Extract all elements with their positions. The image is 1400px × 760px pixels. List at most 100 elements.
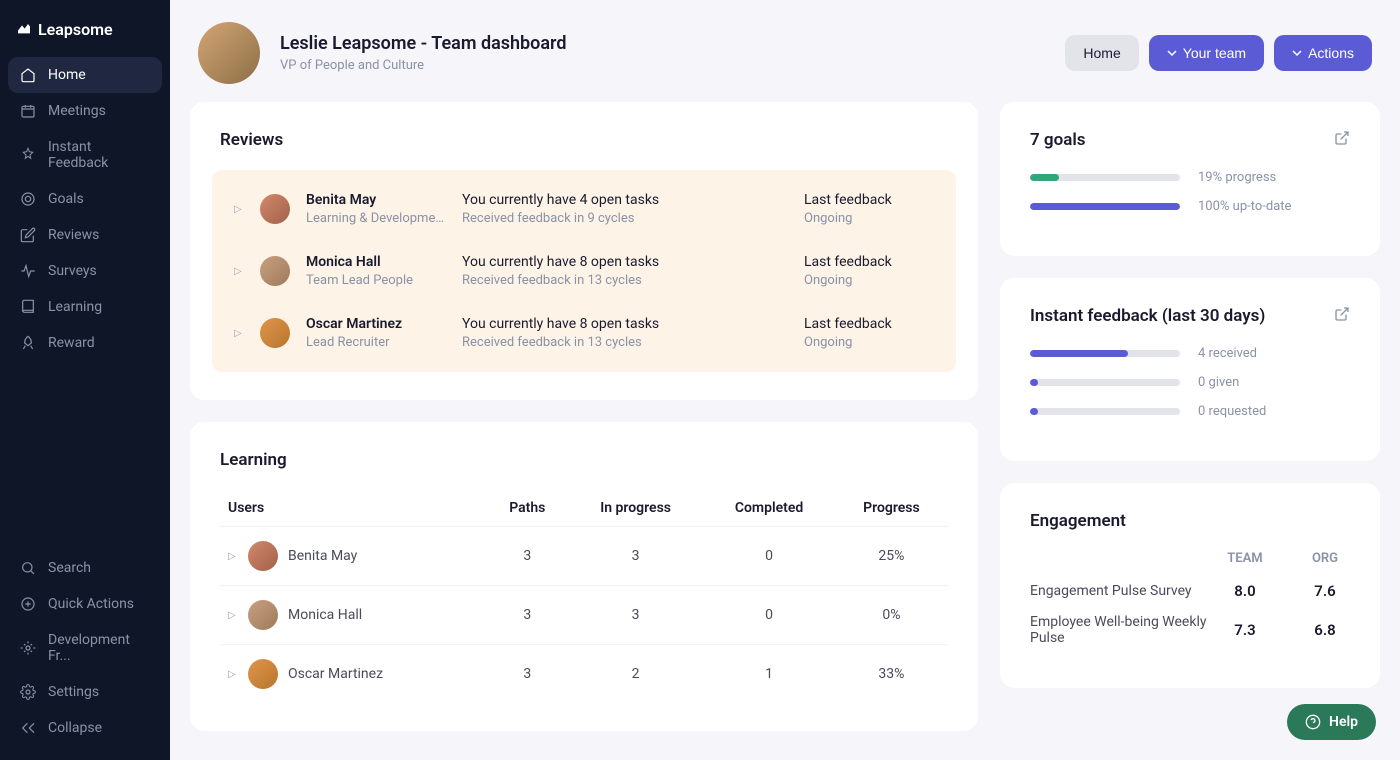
learning-col-completed: Completed: [703, 490, 835, 527]
engagement-card: Engagement TEAM ORG Engagement Pulse Sur…: [1000, 483, 1380, 688]
user-avatar: [260, 194, 290, 224]
sidebar: Leapsome Home Meetings Instant Feedback …: [0, 0, 170, 760]
framework-icon: [20, 640, 36, 656]
chevron-down-icon: [1167, 48, 1177, 58]
sidebar-item-search[interactable]: Search: [8, 550, 162, 586]
review-row[interactable]: ▷ Benita May Learning & Developmen... Yo…: [212, 178, 956, 240]
learning-col-paths: Paths: [487, 490, 568, 527]
chevron-right-icon: ▷: [228, 610, 238, 621]
learning-paths: 3: [487, 527, 568, 586]
progress-bar: [1030, 174, 1180, 181]
engagement-title: Engagement: [1030, 511, 1350, 531]
book-icon: [20, 299, 36, 315]
progress-label: 0 given: [1198, 375, 1239, 390]
sidebar-item-meetings[interactable]: Meetings: [8, 93, 162, 129]
feedback-card: Instant feedback (last 30 days) 4 receiv…: [1000, 278, 1380, 461]
engagement-team-value: 7.3: [1220, 621, 1270, 639]
learning-table: UsersPathsIn progressCompletedProgress ▷…: [220, 490, 948, 703]
sidebar-item-label: Search: [48, 560, 91, 576]
engagement-label: Engagement Pulse Survey: [1030, 583, 1220, 599]
review-name: Monica Hall: [306, 254, 446, 270]
external-link-icon[interactable]: [1334, 306, 1350, 326]
review-status-value: Ongoing: [804, 335, 934, 350]
sidebar-item-reviews[interactable]: Reviews: [8, 217, 162, 253]
learning-col-in-progress: In progress: [568, 490, 703, 527]
review-role: Learning & Developmen...: [306, 211, 446, 226]
nav-main: Home Meetings Instant Feedback Goals Rev…: [8, 57, 162, 550]
calendar-icon: [20, 103, 36, 119]
engagement-row: Engagement Pulse Survey 8.0 7.6: [1030, 582, 1350, 600]
help-button[interactable]: Help: [1287, 704, 1376, 740]
chevron-right-icon: ▷: [234, 328, 244, 339]
review-tasks: You currently have 4 open tasks: [462, 192, 788, 208]
progress-bar: [1030, 350, 1180, 357]
reviews-card: Reviews ▷ Benita May Learning & Developm…: [190, 102, 978, 400]
user-avatar: [248, 659, 278, 689]
user-avatar: [260, 318, 290, 348]
user-avatar: [260, 256, 290, 286]
sidebar-item-settings[interactable]: Settings: [8, 674, 162, 710]
chevron-right-icon: ▷: [228, 669, 238, 680]
learning-completed: 1: [703, 645, 835, 704]
home-button[interactable]: Home: [1065, 35, 1138, 71]
review-row[interactable]: ▷ Oscar Martinez Lead Recruiter You curr…: [212, 302, 956, 364]
rocket-icon: [20, 335, 36, 351]
external-link-icon[interactable]: [1334, 130, 1350, 150]
page-header: Leslie Leapsome - Team dashboard VP of P…: [170, 0, 1400, 102]
review-status-label: Last feedback: [804, 192, 934, 208]
reviews-list: ▷ Benita May Learning & Developmen... Yo…: [212, 170, 956, 372]
learning-row[interactable]: ▷Benita May 3 3 0 25%: [220, 527, 948, 586]
main-content: Leslie Leapsome - Team dashboard VP of P…: [170, 0, 1400, 760]
sidebar-item-label: Collapse: [48, 720, 102, 736]
progress-label: 100% up-to-date: [1198, 199, 1291, 214]
engagement-org-value: 7.6: [1300, 582, 1350, 600]
settings-icon: [20, 684, 36, 700]
progress-row: 0 requested: [1030, 404, 1350, 419]
engagement-col-org: ORG: [1300, 551, 1350, 566]
pulse-icon: [20, 263, 36, 279]
engagement-label: Employee Well-being Weekly Pulse: [1030, 614, 1220, 646]
engagement-org-value: 6.8: [1300, 621, 1350, 639]
engagement-col-team: TEAM: [1220, 551, 1270, 566]
review-name: Oscar Martinez: [306, 316, 446, 332]
sidebar-item-label: Settings: [48, 684, 99, 700]
learning-row[interactable]: ▷Oscar Martinez 3 2 1 33%: [220, 645, 948, 704]
reviews-title: Reviews: [220, 130, 948, 150]
sidebar-item-label: Goals: [48, 191, 84, 207]
review-row[interactable]: ▷ Monica Hall Team Lead People You curre…: [212, 240, 956, 302]
target-icon: [20, 191, 36, 207]
review-role: Lead Recruiter: [306, 335, 446, 350]
progress-row: 19% progress: [1030, 170, 1350, 185]
learning-row[interactable]: ▷Monica Hall 3 3 0 0%: [220, 586, 948, 645]
user-avatar: [248, 541, 278, 571]
sidebar-item-goals[interactable]: Goals: [8, 181, 162, 217]
sidebar-item-reward[interactable]: Reward: [8, 325, 162, 361]
sidebar-item-home[interactable]: Home: [8, 57, 162, 93]
review-status-label: Last feedback: [804, 316, 934, 332]
learning-user-name: Benita May: [288, 548, 357, 564]
sidebar-item-development-fr-[interactable]: Development Fr...: [8, 622, 162, 674]
sidebar-item-learning[interactable]: Learning: [8, 289, 162, 325]
sidebar-item-label: Learning: [48, 299, 102, 315]
page-title: Leslie Leapsome - Team dashboard: [280, 33, 567, 54]
learning-completed: 0: [703, 586, 835, 645]
search-icon: [20, 560, 36, 576]
brand-logo[interactable]: Leapsome: [8, 20, 162, 57]
learning-col-users: Users: [220, 490, 487, 527]
sidebar-item-collapse[interactable]: Collapse: [8, 710, 162, 746]
sidebar-item-instant-feedback[interactable]: Instant Feedback: [8, 129, 162, 181]
actions-button[interactable]: Actions: [1274, 35, 1372, 71]
sidebar-item-surveys[interactable]: Surveys: [8, 253, 162, 289]
review-tasks: You currently have 8 open tasks: [462, 316, 788, 332]
learning-paths: 3: [487, 586, 568, 645]
review-status-label: Last feedback: [804, 254, 934, 270]
chevron-right-icon: ▷: [234, 204, 244, 215]
progress-bar: [1030, 203, 1180, 210]
sidebar-item-quick-actions[interactable]: Quick Actions: [8, 586, 162, 622]
user-avatar[interactable]: [198, 22, 260, 84]
learning-in-progress: 2: [568, 645, 703, 704]
learning-paths: 3: [487, 645, 568, 704]
your-team-button[interactable]: Your team: [1149, 35, 1264, 71]
review-cycles: Received feedback in 13 cycles: [462, 335, 788, 350]
your-team-label: Your team: [1183, 45, 1246, 61]
